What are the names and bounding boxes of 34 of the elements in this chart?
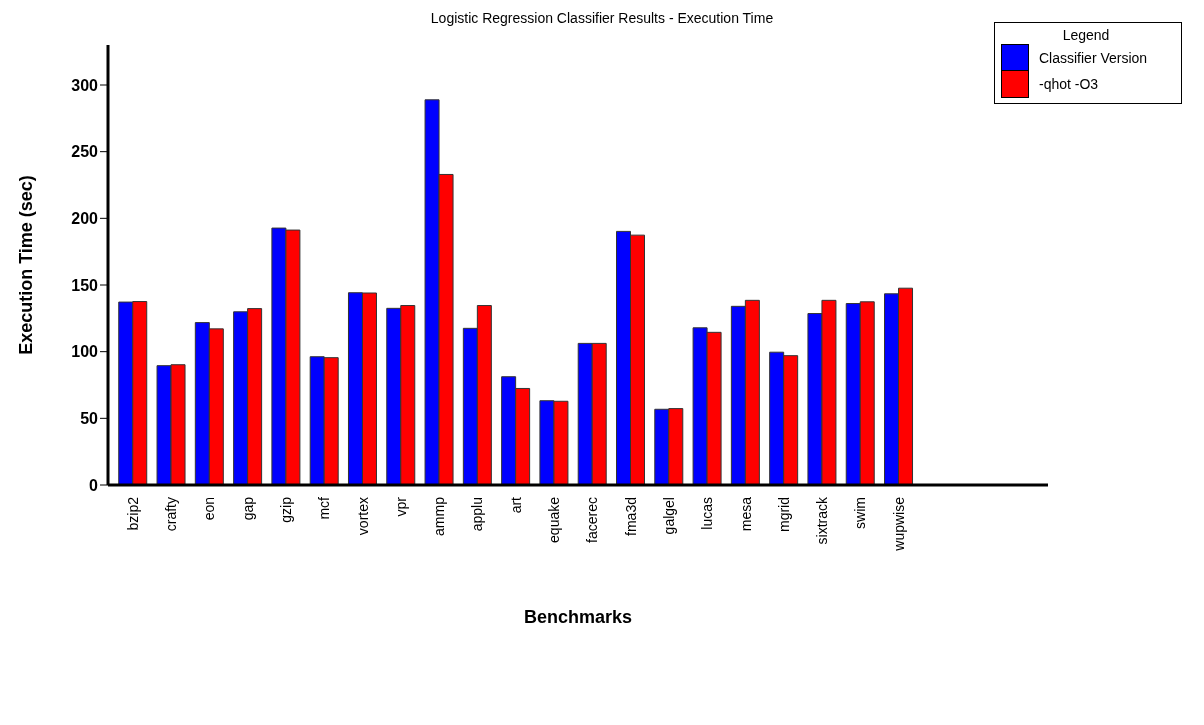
legend-label: -qhot -O3 [1039,76,1099,92]
y-tick-label: 50 [80,410,99,428]
y-tick-label: 100 [71,343,99,361]
y-tick-label: 300 [71,76,99,94]
chart-title: Logistic Regression Classifier Results - Execution Time [429,10,775,26]
x-tick-label: vpr [392,496,409,517]
x-tick-label: facerec [584,497,601,543]
y-tick-label: 250 [71,143,99,161]
x-tick-label: equake [546,496,563,543]
legend-title: Legend [1061,27,1111,43]
y-tick-label: 150 [71,276,99,294]
x-tick-label: gap [239,496,256,521]
x-tick-label: art [507,496,524,514]
x-tick-label: mgrid [775,497,792,533]
y-axis-title: Execution Time (sec) [16,175,37,355]
x-tick-label: wupwise [890,496,907,552]
x-axis-title: Benchmarks [523,607,633,627]
x-tick-label: mesa [737,496,754,532]
x-tick-label: fma3d [622,497,639,536]
x-tick-label: swim [852,497,869,529]
x-tick-label: eon [201,497,218,521]
x-tick-label: bzip2 [124,496,141,531]
x-tick-label: applu [469,497,486,532]
x-tick-label: mcf [316,496,333,520]
x-tick-label: vortex [354,497,371,536]
x-tick-label: lucas [699,497,716,530]
legend-label: Classifier Version [1039,50,1148,66]
x-tick-label: gzip [278,496,295,523]
y-tick-label: 0 [89,476,99,494]
x-tick-label: galgel [660,497,677,535]
x-tick-label: crafty [163,497,180,532]
x-tick-label: sixtrack [814,496,831,545]
x-tick-label: ammp [431,496,448,536]
y-tick-label: 200 [71,210,99,228]
